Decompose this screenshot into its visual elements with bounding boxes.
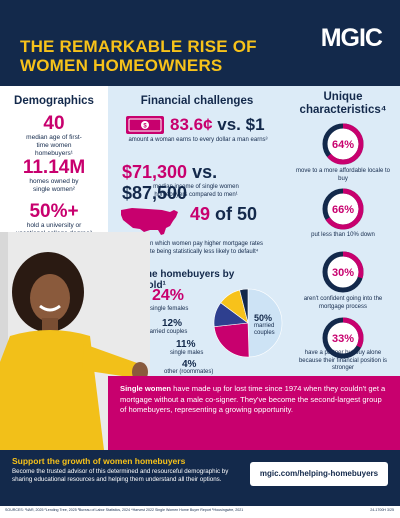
unique-characteristics-section: Unique characteristics⁴ 64% move to a mor… xyxy=(286,86,400,376)
page-title: THE REMARKABLE RISE OF WOMEN HOMEOWNERS xyxy=(20,37,257,75)
ring-label: aren't confident going into the mortgage… xyxy=(303,296,383,310)
earnings-value-women: 83.6¢ xyxy=(170,115,213,134)
ring-value: 64% xyxy=(332,139,354,151)
ring-fill xyxy=(322,123,364,165)
earnings-stat: 83.6¢ vs. $1 xyxy=(170,115,265,135)
income-value-women: $71,300 xyxy=(122,162,188,182)
stat-label: homes owned by single women² xyxy=(29,178,79,193)
states-of: of xyxy=(210,204,238,224)
pie-slice-single-females xyxy=(213,322,250,358)
ring-value: 33% xyxy=(332,333,354,345)
income-stat: $71,300 vs. $87,500 xyxy=(122,162,286,204)
mgic-logo: MGIC xyxy=(320,24,383,52)
usa-map-icon xyxy=(121,208,178,235)
ring-label: put less than 10% down xyxy=(311,232,375,238)
household-single-males-label: single males xyxy=(170,350,204,356)
states-value: 49 xyxy=(190,204,211,224)
header-banner: THE REMARKABLE RISE OF WOMEN HOMEOWNERS … xyxy=(0,0,400,86)
states-total: 50 xyxy=(237,204,258,224)
financial-section: Financial challenges $ 83.6¢ vs. $1 amou… xyxy=(108,86,286,261)
footer-banner: Support the growth of women homebuyers B… xyxy=(0,450,400,506)
ring-label: have a partner but buy alone because the… xyxy=(298,350,388,371)
sources-footnote: SOURCES: ¹NAR, 2025 ²Lending Tree, 2025 … xyxy=(5,508,244,512)
percent-ring: 66% xyxy=(322,188,364,230)
household-pie-chart xyxy=(213,288,283,358)
earnings-label: amount a woman earns to every dollar a m… xyxy=(128,137,268,143)
single-women-callout: Single women have made up for lost time … xyxy=(108,376,400,450)
helping-homebuyers-link[interactable]: mgic.com/helping-homebuyers xyxy=(250,462,388,486)
income-label: median income of single women homebuyers… xyxy=(153,184,239,198)
ring-fill xyxy=(322,317,364,359)
household-other-label: other (roommates) xyxy=(164,369,214,375)
pie-slice-married-couples xyxy=(247,288,283,358)
percent-ring: 30% xyxy=(322,251,364,293)
stat-value: 40 xyxy=(43,113,65,134)
household-unmarried-couples-label: unmarried couples xyxy=(138,329,188,335)
percent-ring: 64% xyxy=(322,123,364,165)
woman-holding-keys-photo xyxy=(0,232,150,450)
household-single-females-value: 24% xyxy=(152,287,185,304)
ring-fill xyxy=(322,251,364,293)
footer-title: Support the growth of women homebuyers xyxy=(12,456,186,466)
states-stat: 49 of 50 xyxy=(190,204,257,225)
household-other-value: 4% xyxy=(182,359,197,370)
ring-fill xyxy=(322,188,364,230)
stat-value: 11.14M xyxy=(22,157,86,178)
household-single-males-value: 11% xyxy=(176,339,196,350)
stat-value: 50%+ xyxy=(29,201,79,222)
ring-value: 66% xyxy=(332,204,354,216)
household-married-couples-value: 50% xyxy=(254,313,273,323)
svg-text:$: $ xyxy=(143,124,147,130)
ring-value: 30% xyxy=(332,267,354,279)
states-label: states in which women pay higher mortgag… xyxy=(130,241,264,255)
income-vs: vs. xyxy=(187,162,218,182)
income-value-men: $87,500 xyxy=(122,183,188,203)
pie-slice-other-roommates- xyxy=(239,288,249,324)
earnings-vs: vs. xyxy=(212,115,246,134)
demographics-title: Demographics xyxy=(14,95,94,107)
stat-label: median age of first-time women homebuyer… xyxy=(26,134,82,157)
document-id: 24-1700H 3/25 xyxy=(370,508,394,512)
ring-label: move to a more affordable locale to buy xyxy=(296,168,390,182)
demographic-stat: 11.14M homes owned by single women² xyxy=(0,158,108,194)
demographic-stat: 40 median age of first-time women homebu… xyxy=(0,114,108,158)
footer-body: Become the trusted advisor of this deter… xyxy=(12,468,229,483)
callout-body: have made up for lost time since 1974 wh… xyxy=(120,384,386,414)
earnings-value-men: $1 xyxy=(245,115,265,134)
callout-text: Single women have made up for lost time … xyxy=(120,384,388,416)
percent-ring: 33% xyxy=(322,317,364,359)
money-icon: $ xyxy=(126,116,164,134)
household-married-couples-label: married couples xyxy=(254,323,275,336)
household-single-females-label: single females xyxy=(150,306,189,312)
financial-title: Financial challenges xyxy=(140,95,254,107)
unique-title: Unique characteristics⁴ xyxy=(299,91,387,116)
household-unmarried-couples-value: 12% xyxy=(162,318,183,329)
callout-bold: Single women xyxy=(120,384,172,393)
